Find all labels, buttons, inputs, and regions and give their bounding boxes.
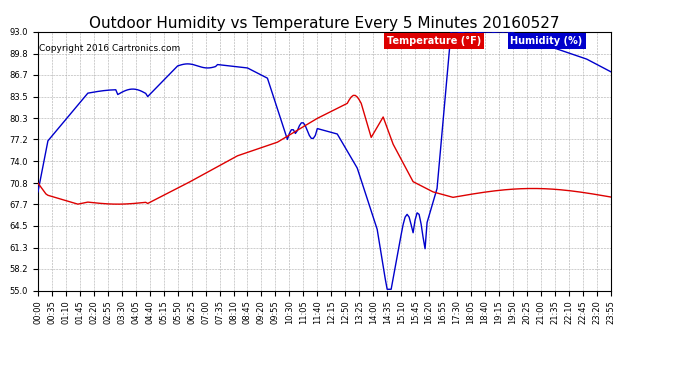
Text: Temperature (°F): Temperature (°F)	[387, 36, 482, 46]
Text: Copyright 2016 Cartronics.com: Copyright 2016 Cartronics.com	[39, 44, 180, 52]
Text: Humidity (%): Humidity (%)	[511, 36, 582, 46]
Title: Outdoor Humidity vs Temperature Every 5 Minutes 20160527: Outdoor Humidity vs Temperature Every 5 …	[89, 16, 560, 31]
